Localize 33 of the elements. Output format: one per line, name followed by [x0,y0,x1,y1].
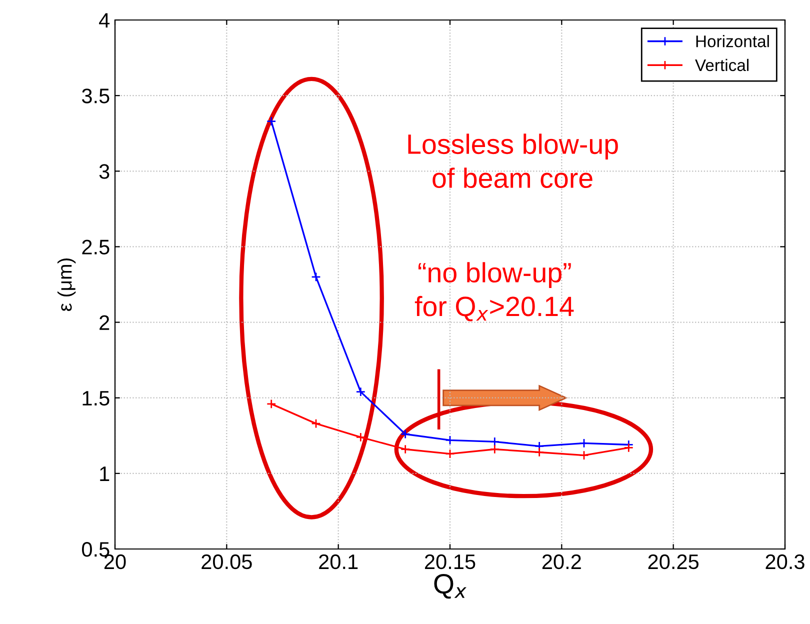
point [266,116,276,126]
x-tick-label: 20.2 [542,554,581,570]
point [400,444,410,454]
point [534,447,544,458]
point [356,386,366,397]
x-tick-label: 20.15 [424,554,476,570]
point [624,442,634,453]
x-tick-label: 20.25 [648,554,699,570]
x-tick-label: 20.05 [202,554,252,570]
x-axis-title: Q$_{x}$ [434,574,466,599]
point [266,399,276,409]
y-tick-label: 1 [100,466,110,481]
legend-label: Horizontal [696,35,769,48]
point [311,272,321,282]
y-tick-label: 3 [99,164,110,179]
annotation: “no blow-up” for Q$_{x}$>20.14 [414,262,574,322]
y-tick-label: 2.5 [82,240,110,254]
y-tick-label: 3.5 [82,88,110,104]
point [490,436,500,447]
annotation: Lossless blow-up of beam core [408,134,618,188]
y-tick-label: 2 [100,315,110,330]
x-tick-label: 20.1 [319,554,358,570]
point [400,429,410,439]
point [356,432,366,442]
point [579,450,589,460]
legend-label: Vertical [695,58,749,72]
y-axis-title: ε (μm) [58,258,76,312]
point [490,444,500,454]
x-tick-label: 20.3 [766,554,804,570]
y-tick-label: 4 [99,13,110,28]
point [311,418,321,428]
y-tick-label: 1.5 [82,391,110,406]
point [445,448,455,459]
